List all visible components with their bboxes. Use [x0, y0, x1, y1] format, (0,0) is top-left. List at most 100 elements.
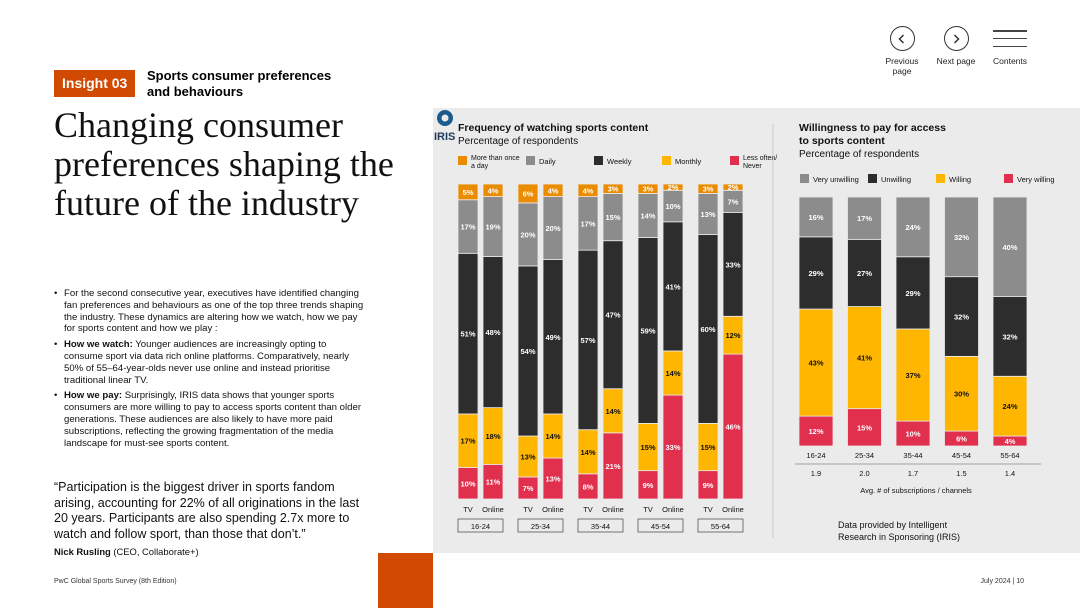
data-label: 11%: [486, 478, 501, 487]
legend-label: Monthly: [675, 157, 702, 166]
chart2-title: to sports content: [799, 135, 885, 147]
data-label: 14%: [580, 448, 595, 457]
data-label: 10%: [905, 430, 920, 439]
quote-author: Nick Rusling (CEO, Collaborate+): [54, 546, 199, 557]
frequency-bar-segment: [457, 183, 479, 201]
willingness-bar-segment: [847, 196, 882, 240]
chart2-subtitle: Percentage of respondents: [799, 149, 919, 160]
data-label: 32%: [1002, 332, 1017, 341]
data-label: 3%: [703, 185, 714, 194]
data-label: 24%: [905, 223, 920, 232]
avg-subscriptions-label: Avg. # of subscriptions / channels: [860, 486, 972, 495]
data-label: 16%: [808, 213, 823, 222]
frequency-bar-segment: [577, 183, 599, 198]
data-label: 47%: [605, 311, 620, 320]
legend-label: Very unwilling: [813, 175, 859, 184]
frequency-bar-segment: [482, 183, 504, 198]
footer-source: PwC Global Sports Survey (8th Edition): [54, 578, 177, 585]
frequency-bar-segment: [722, 183, 744, 191]
legend-label: Weekly: [607, 157, 632, 166]
legend-label: Less often/: [743, 155, 777, 162]
bullet-item: How we watch: Younger audiences are incr…: [54, 339, 364, 386]
data-label: 2%: [668, 183, 679, 192]
data-label: 17%: [460, 437, 475, 446]
chart1-subtitle: Percentage of respondents: [458, 136, 578, 147]
data-label: 12%: [808, 427, 823, 436]
willingness-bar-segment: [847, 408, 882, 447]
age-group-label: 16-24: [806, 451, 825, 460]
willingness-bar-segment: [944, 355, 979, 432]
frequency-bar-segment: [662, 183, 684, 191]
willingness-bar-segment: [895, 256, 931, 330]
data-label: 9%: [703, 481, 714, 490]
data-label: 43%: [808, 359, 823, 368]
data-label: 19%: [485, 223, 500, 232]
data-label: 24%: [1002, 402, 1017, 411]
avg-subscriptions-value: 2.0: [859, 469, 869, 478]
svg-text:IRIS: IRIS: [434, 131, 455, 143]
data-label: 14%: [640, 212, 655, 221]
bar-label: Online: [602, 505, 624, 514]
legend-swatch: [868, 174, 877, 183]
data-label: 41%: [665, 282, 680, 291]
legend-label: Unwilling: [881, 175, 911, 184]
data-label: 3%: [643, 185, 654, 194]
next-page-button[interactable]: Next page: [936, 26, 976, 66]
previous-page-label: Previous page: [885, 56, 919, 76]
bar-label: TV: [643, 505, 653, 514]
data-label: 4%: [583, 186, 594, 195]
data-label: 30%: [954, 390, 969, 399]
data-label: 33%: [665, 443, 680, 452]
data-label: 15%: [700, 443, 715, 452]
previous-page-button[interactable]: Previous page: [882, 26, 922, 76]
quote-text: “Participation is the biggest driver in …: [54, 480, 360, 541]
data-label: 41%: [857, 354, 872, 363]
legend-swatch: [458, 156, 467, 165]
bar-label: TV: [583, 505, 593, 514]
age-group-label: 45-54: [952, 451, 971, 460]
willingness-bar-segment: [847, 238, 882, 307]
legend-swatch: [1004, 174, 1013, 183]
data-label: 10%: [665, 202, 680, 211]
chart-panel: Frequency of watching sports content Perc…: [433, 108, 1080, 553]
frequency-bar-segment: [517, 183, 539, 204]
data-label: 15%: [640, 443, 655, 452]
willingness-bar-segment: [992, 296, 1028, 377]
bar-label: Online: [482, 505, 504, 514]
chart1-title: Frequency of watching sports content: [458, 122, 649, 134]
bullet-list: For the second consecutive year, executi…: [54, 288, 364, 453]
willingness-bar-segment: [798, 308, 834, 417]
frequency-bar-segment: [602, 183, 624, 194]
data-label: 17%: [580, 219, 595, 228]
legend-label: Willing: [949, 175, 971, 184]
data-label: 4%: [1005, 437, 1016, 446]
data-label: 48%: [485, 328, 500, 337]
legend-swatch: [594, 156, 603, 165]
insight-badge: Insight 03: [54, 70, 136, 97]
data-label: 6%: [523, 189, 534, 198]
data-label: 54%: [520, 347, 535, 356]
charts-svg: Frequency of watching sports content Perc…: [457, 122, 1055, 538]
age-group-box: [637, 518, 684, 533]
data-label: 14%: [605, 407, 620, 416]
age-group-label: 35-44: [903, 451, 922, 460]
frequency-bar-segment: [697, 183, 719, 194]
data-label: 51%: [460, 330, 475, 339]
data-label: 14%: [665, 369, 680, 378]
data-label: 20%: [520, 230, 535, 239]
data-label: 37%: [905, 371, 920, 380]
willingness-bar-segment: [992, 196, 1028, 297]
decorative-block: [378, 553, 433, 608]
contents-label: Contents: [992, 56, 1028, 66]
age-group-box: [517, 518, 564, 533]
age-group-label: 16-24: [471, 522, 490, 531]
bullet-item: How we pay: Surprisingly, IRIS data show…: [54, 390, 364, 449]
willingness-bar-segment: [944, 196, 979, 278]
contents-button[interactable]: Contents: [990, 26, 1030, 66]
insight-subtitle: Sports consumer preferences and behaviou…: [147, 68, 332, 99]
data-label: 29%: [905, 289, 920, 298]
bar-label: TV: [463, 505, 473, 514]
chevron-left-icon: [889, 26, 915, 51]
data-label: 29%: [808, 269, 823, 278]
bar-label: Online: [542, 505, 564, 514]
